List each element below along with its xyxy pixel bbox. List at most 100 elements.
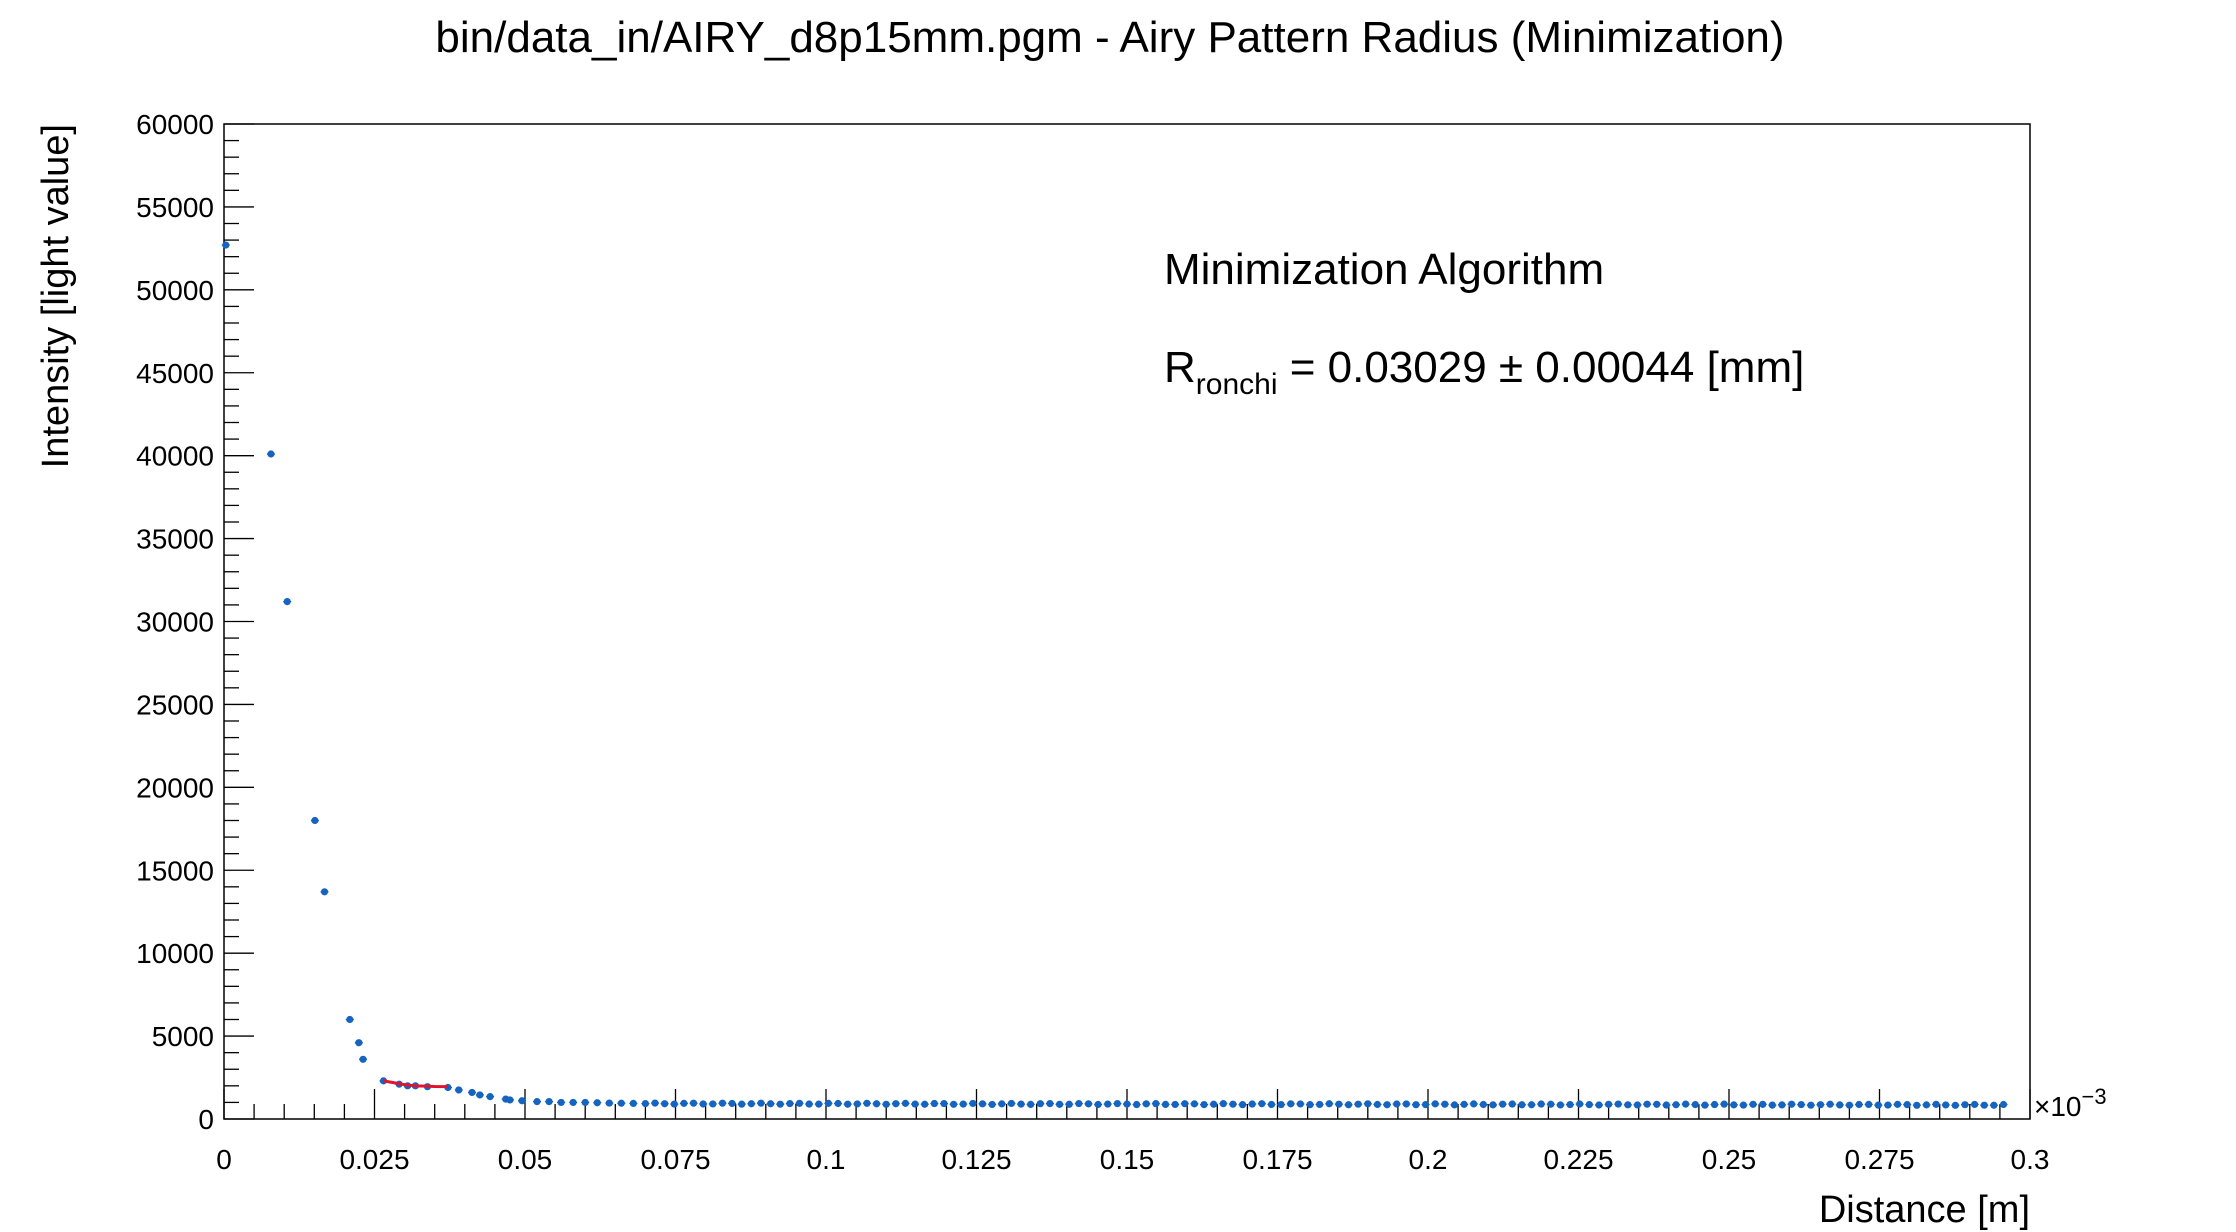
data-point	[1229, 1100, 1237, 1108]
data-point	[1778, 1101, 1786, 1109]
data-point	[359, 1055, 367, 1063]
data-point	[468, 1088, 476, 1097]
y-tick-label: 20000	[136, 772, 214, 803]
data-point	[1942, 1101, 1950, 1109]
data-point	[1036, 1100, 1044, 1108]
data-point	[1980, 1101, 1988, 1109]
annotation-radius-subscript: ronchi	[1196, 368, 1278, 401]
data-point	[1316, 1100, 1324, 1109]
data-point	[1142, 1100, 1150, 1108]
data-point	[1325, 1100, 1333, 1108]
data-point	[1306, 1101, 1314, 1109]
x-exponent-power: −3	[2082, 1084, 2107, 1109]
x-tick-label: 0.175	[1242, 1144, 1312, 1175]
data-point	[1027, 1100, 1035, 1109]
data-point	[1460, 1100, 1468, 1108]
data-point	[222, 241, 230, 249]
data-point	[1595, 1101, 1603, 1109]
annotation-algorithm: Minimization Algorithm	[1164, 245, 1604, 294]
data-point	[1296, 1100, 1304, 1108]
data-point	[930, 1099, 938, 1108]
data-point	[1007, 1099, 1016, 1108]
data-point	[311, 816, 319, 825]
y-tick-label: 0	[198, 1104, 214, 1135]
data-point	[320, 888, 329, 896]
data-point	[1865, 1100, 1873, 1108]
y-tick-label: 55000	[136, 192, 214, 223]
data-point	[1691, 1100, 1699, 1109]
data-point	[844, 1100, 852, 1108]
data-point	[1682, 1100, 1690, 1108]
data-point	[518, 1097, 526, 1105]
data-point	[1922, 1101, 1931, 1109]
data-point	[718, 1099, 727, 1107]
x-tick-label: 0.15	[1100, 1144, 1155, 1175]
y-axis-title: Intensity [light value]	[35, 124, 77, 468]
data-point	[506, 1096, 514, 1104]
data-point	[1248, 1100, 1256, 1108]
data-point	[1749, 1100, 1757, 1108]
x-tick-label: 0.3	[2011, 1144, 2050, 1175]
data-points	[221, 241, 2008, 1109]
data-point	[1094, 1100, 1102, 1109]
data-point	[1576, 1100, 1584, 1108]
data-point	[1373, 1100, 1382, 1109]
data-point	[1759, 1100, 1767, 1108]
data-point	[1133, 1100, 1141, 1109]
data-point	[940, 1099, 948, 1108]
data-point	[1075, 1099, 1083, 1108]
data-point	[1499, 1100, 1507, 1108]
x-exponent-base: ×10	[2034, 1091, 2082, 1122]
annotation-radius-value: = 0.03029 ± 0.00044 [mm]	[1278, 343, 1805, 392]
data-point	[757, 1099, 765, 1107]
data-point	[834, 1099, 842, 1108]
data-point	[1152, 1100, 1160, 1108]
data-point	[1566, 1100, 1574, 1109]
data-point	[882, 1100, 890, 1108]
data-point	[738, 1100, 746, 1108]
data-point	[1104, 1100, 1112, 1108]
data-point	[1267, 1100, 1276, 1109]
data-point	[1450, 1101, 1459, 1109]
y-axis-ticks	[224, 123, 254, 1120]
data-point	[1181, 1100, 1189, 1108]
data-point	[1046, 1099, 1054, 1108]
x-tick-label: 0.025	[339, 1144, 409, 1175]
y-tick-label: 45000	[136, 358, 214, 389]
data-point	[978, 1100, 987, 1108]
data-point	[689, 1099, 698, 1107]
data-point	[1489, 1101, 1497, 1109]
y-tick-label: 15000	[136, 855, 214, 886]
data-point	[1017, 1100, 1025, 1108]
data-point	[1441, 1100, 1449, 1108]
data-point	[1971, 1100, 1979, 1109]
data-point	[1633, 1101, 1642, 1109]
x-tick-label: 0.2	[1409, 1144, 1448, 1175]
data-point	[1200, 1100, 1208, 1109]
data-point	[1287, 1100, 1295, 1108]
y-tick-label: 60000	[136, 109, 214, 140]
chart-title: bin/data_in/AIRY_d8p15mm.pgm - Airy Patt…	[435, 13, 1784, 62]
data-point	[921, 1100, 929, 1108]
data-point	[1788, 1100, 1796, 1108]
data-point	[1739, 1101, 1748, 1109]
data-point	[1855, 1100, 1863, 1109]
data-point	[959, 1100, 967, 1108]
data-point	[670, 1100, 678, 1108]
data-point	[605, 1099, 613, 1107]
data-point	[1807, 1101, 1815, 1109]
data-point	[355, 1039, 363, 1047]
data-point	[892, 1100, 900, 1108]
y-axis-tick-labels: 0 5000 10000 15000 20000 25000 30000 35000 40000…	[136, 109, 214, 1135]
data-point	[911, 1100, 919, 1108]
data-point	[1961, 1101, 1969, 1109]
data-point	[1653, 1100, 1661, 1108]
data-point	[728, 1099, 736, 1108]
data-point	[1893, 1100, 1902, 1108]
data-point	[651, 1099, 659, 1107]
data-point	[486, 1093, 494, 1101]
data-point	[629, 1099, 637, 1108]
data-point	[1190, 1100, 1199, 1108]
data-point	[1527, 1101, 1536, 1109]
data-point	[1171, 1100, 1179, 1109]
